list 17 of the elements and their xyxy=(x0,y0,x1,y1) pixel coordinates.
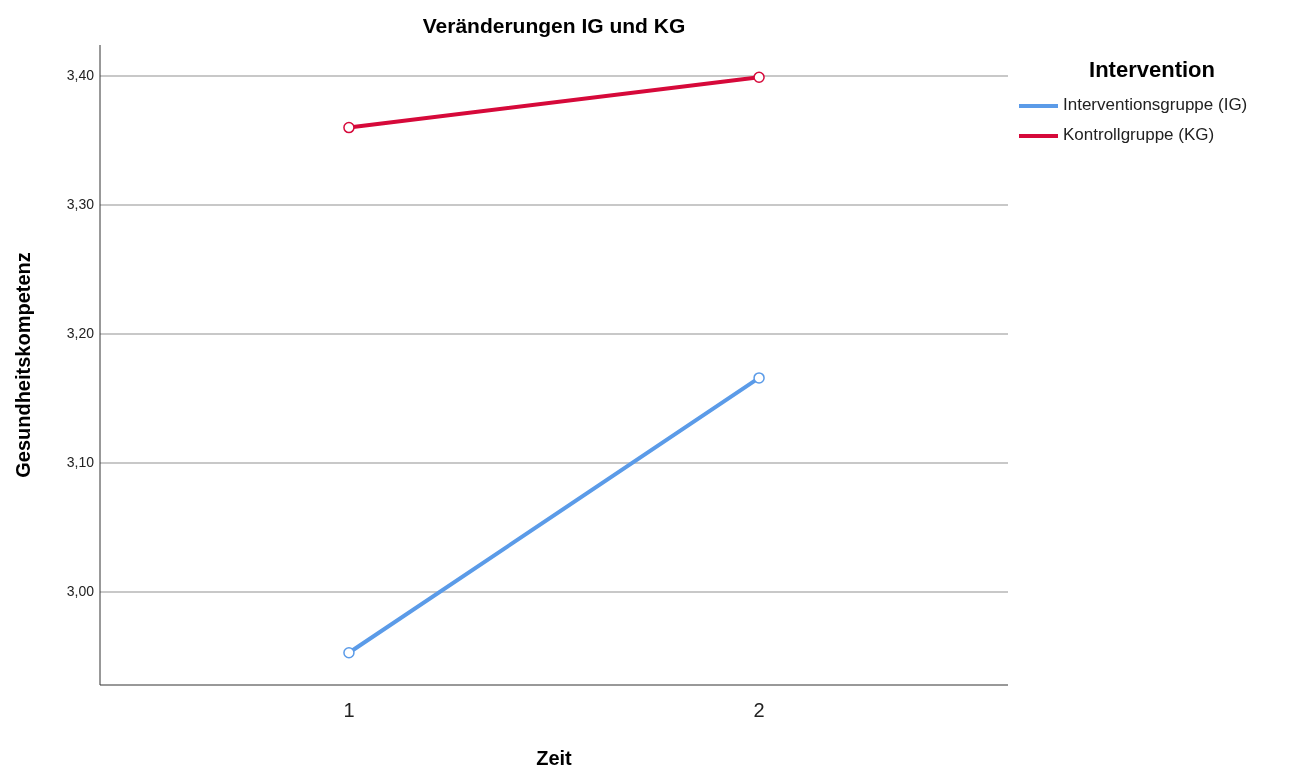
point xyxy=(753,372,765,384)
point xyxy=(343,121,355,134)
legend-label: Kontrollgruppe (KG) xyxy=(1063,125,1215,145)
y-tick-label: 3,20 xyxy=(66,324,95,341)
chart-title: Veränderungen IG und KG xyxy=(422,14,686,37)
legend-title: Intervention xyxy=(1089,57,1215,82)
x-axis-title: Zeit xyxy=(536,747,573,769)
point xyxy=(343,646,355,659)
legend-label: Interventionsgruppe (IG) xyxy=(1063,95,1248,115)
y-tick-label: 3,10 xyxy=(66,453,95,470)
point xyxy=(753,71,765,84)
y-tick-label: 3,00 xyxy=(66,582,95,599)
y-axis-title: Gesundheitskompetenz xyxy=(12,252,34,478)
y-tick-label: 3,40 xyxy=(66,66,95,83)
y-tick-label: 3,30 xyxy=(66,195,95,212)
x-tick-label: 1 xyxy=(343,699,355,721)
x-tick-label: 2 xyxy=(753,699,765,721)
